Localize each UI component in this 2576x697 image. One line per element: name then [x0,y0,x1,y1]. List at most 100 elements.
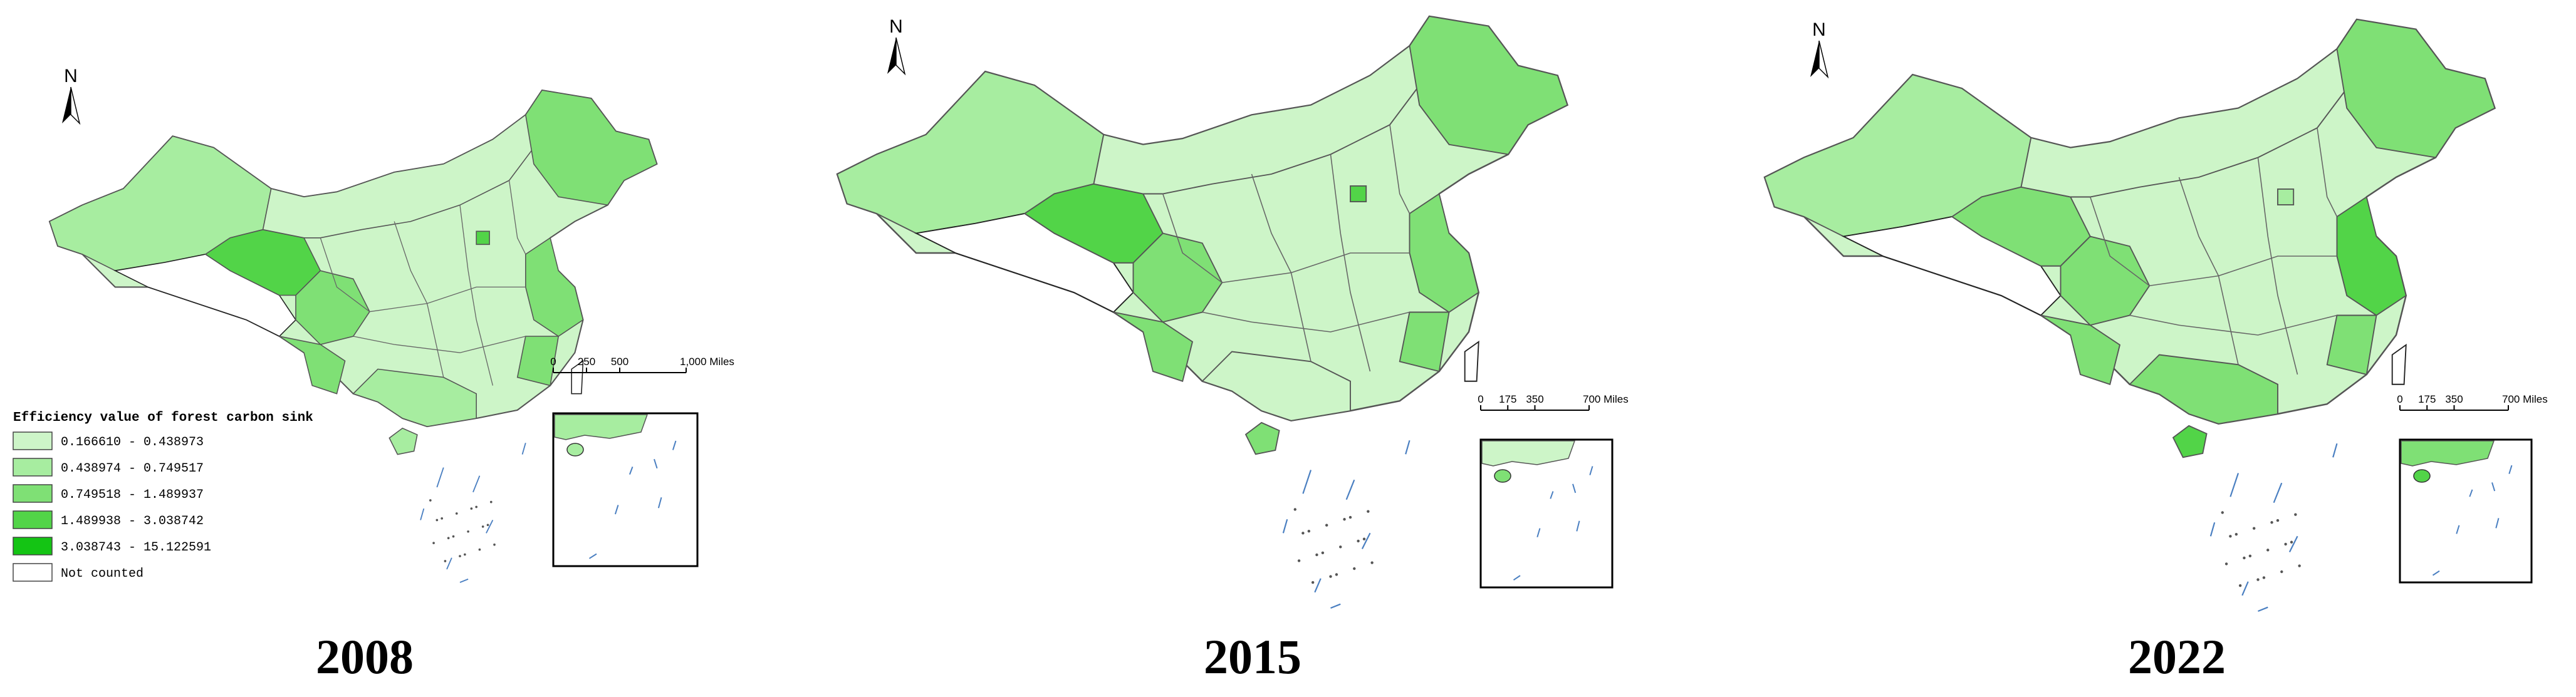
island-dot [2290,540,2293,544]
island-dot [2252,527,2256,530]
inset-dash [654,458,658,469]
island-dash [1330,603,1341,609]
island-dot [481,525,484,528]
island-dot [478,548,481,551]
island-dot [452,535,455,538]
map [1763,18,2496,612]
island-dot [470,507,473,510]
inset-dash [1550,491,1554,499]
province-border [1222,252,1410,284]
island-dot [2221,511,2224,514]
island-dash [2209,522,2216,537]
inset-dash [2491,482,2496,492]
island-dot [432,542,435,544]
inset-dash [628,467,634,475]
island-dot [464,553,466,556]
province-border [508,180,526,255]
province-border [1330,154,1371,372]
province [2336,195,2407,316]
island-dash [1345,479,1355,500]
inset-hainan [566,443,584,457]
island-dot [2270,521,2273,524]
island-dash [1405,440,1411,455]
island-dot [2276,519,2280,522]
island-dot [1301,532,1305,535]
island-dash [2288,535,2298,552]
island-dot [429,499,432,502]
legend-label: 0.166610 - 0.438973 [61,435,204,450]
island-dot [444,560,447,562]
island-dash [446,557,452,570]
inset-dash [1576,520,1580,532]
province-border [2149,256,2337,287]
scale-label: 250 [578,356,595,368]
north-label: N [889,16,903,37]
province-border [320,237,370,312]
province [1464,340,1479,382]
province [2336,18,2496,158]
island-dot [1297,559,1301,562]
inset-dash [2508,465,2513,475]
island-dash [472,475,481,493]
province [279,336,346,395]
province-border [2178,177,2239,365]
island-dot [1367,510,1370,513]
province-border [1251,173,1311,362]
scale-label: 700 Miles [2502,393,2548,405]
island-dash [1302,470,1312,494]
north-label: N [64,66,78,86]
island-dot [2229,535,2232,538]
province [262,113,534,239]
province [1399,311,1450,373]
province [525,237,584,337]
island-dot [435,519,439,522]
inset-dash [1536,528,1541,538]
north-arrow-half [895,37,906,76]
island-dash [436,467,444,488]
inset-dash [2495,518,2500,529]
north-arrow-half [70,86,81,125]
province-border [353,336,526,353]
island-dot [2294,513,2297,516]
province-border [2257,157,2298,375]
province-border [2317,128,2338,217]
island-dash [486,520,494,534]
island-dot [486,524,489,527]
island-dot [447,537,450,540]
island-dot [2234,532,2238,536]
province [1244,421,1280,455]
legend-label: 0.749518 - 1.489937 [61,488,204,502]
province-border [1162,194,1223,283]
island-dot [2284,542,2287,546]
province [516,336,560,386]
island-dot [2256,578,2260,581]
island-dot [2248,554,2252,558]
province [1132,232,1223,323]
legend-swatch [13,458,53,477]
inset-hainan [1494,469,1511,483]
inset-land [554,414,649,440]
year-label: 2022 [2128,629,2226,684]
province-border [2090,197,2150,286]
province [2172,425,2208,458]
inset-dash [672,440,677,450]
province [1093,44,1421,195]
island-dot [1311,581,1315,584]
island-dot [1307,529,1311,533]
island-dot [1325,524,1328,527]
year-label: 2015 [1204,629,1301,684]
island-dash [2273,482,2283,503]
inset-hainan [2413,469,2431,483]
inset-dash [2469,489,2473,497]
inset-land [2401,440,2495,467]
island-dot [1315,553,1318,557]
island-dot [455,512,458,515]
island-dash [2241,581,2249,596]
scale-label: 0 [550,356,556,368]
island-dot [1293,508,1297,511]
scale-label: 350 [2445,393,2463,405]
island-dot [493,543,496,546]
island-dash [1361,532,1371,549]
island-dot [1370,561,1374,564]
